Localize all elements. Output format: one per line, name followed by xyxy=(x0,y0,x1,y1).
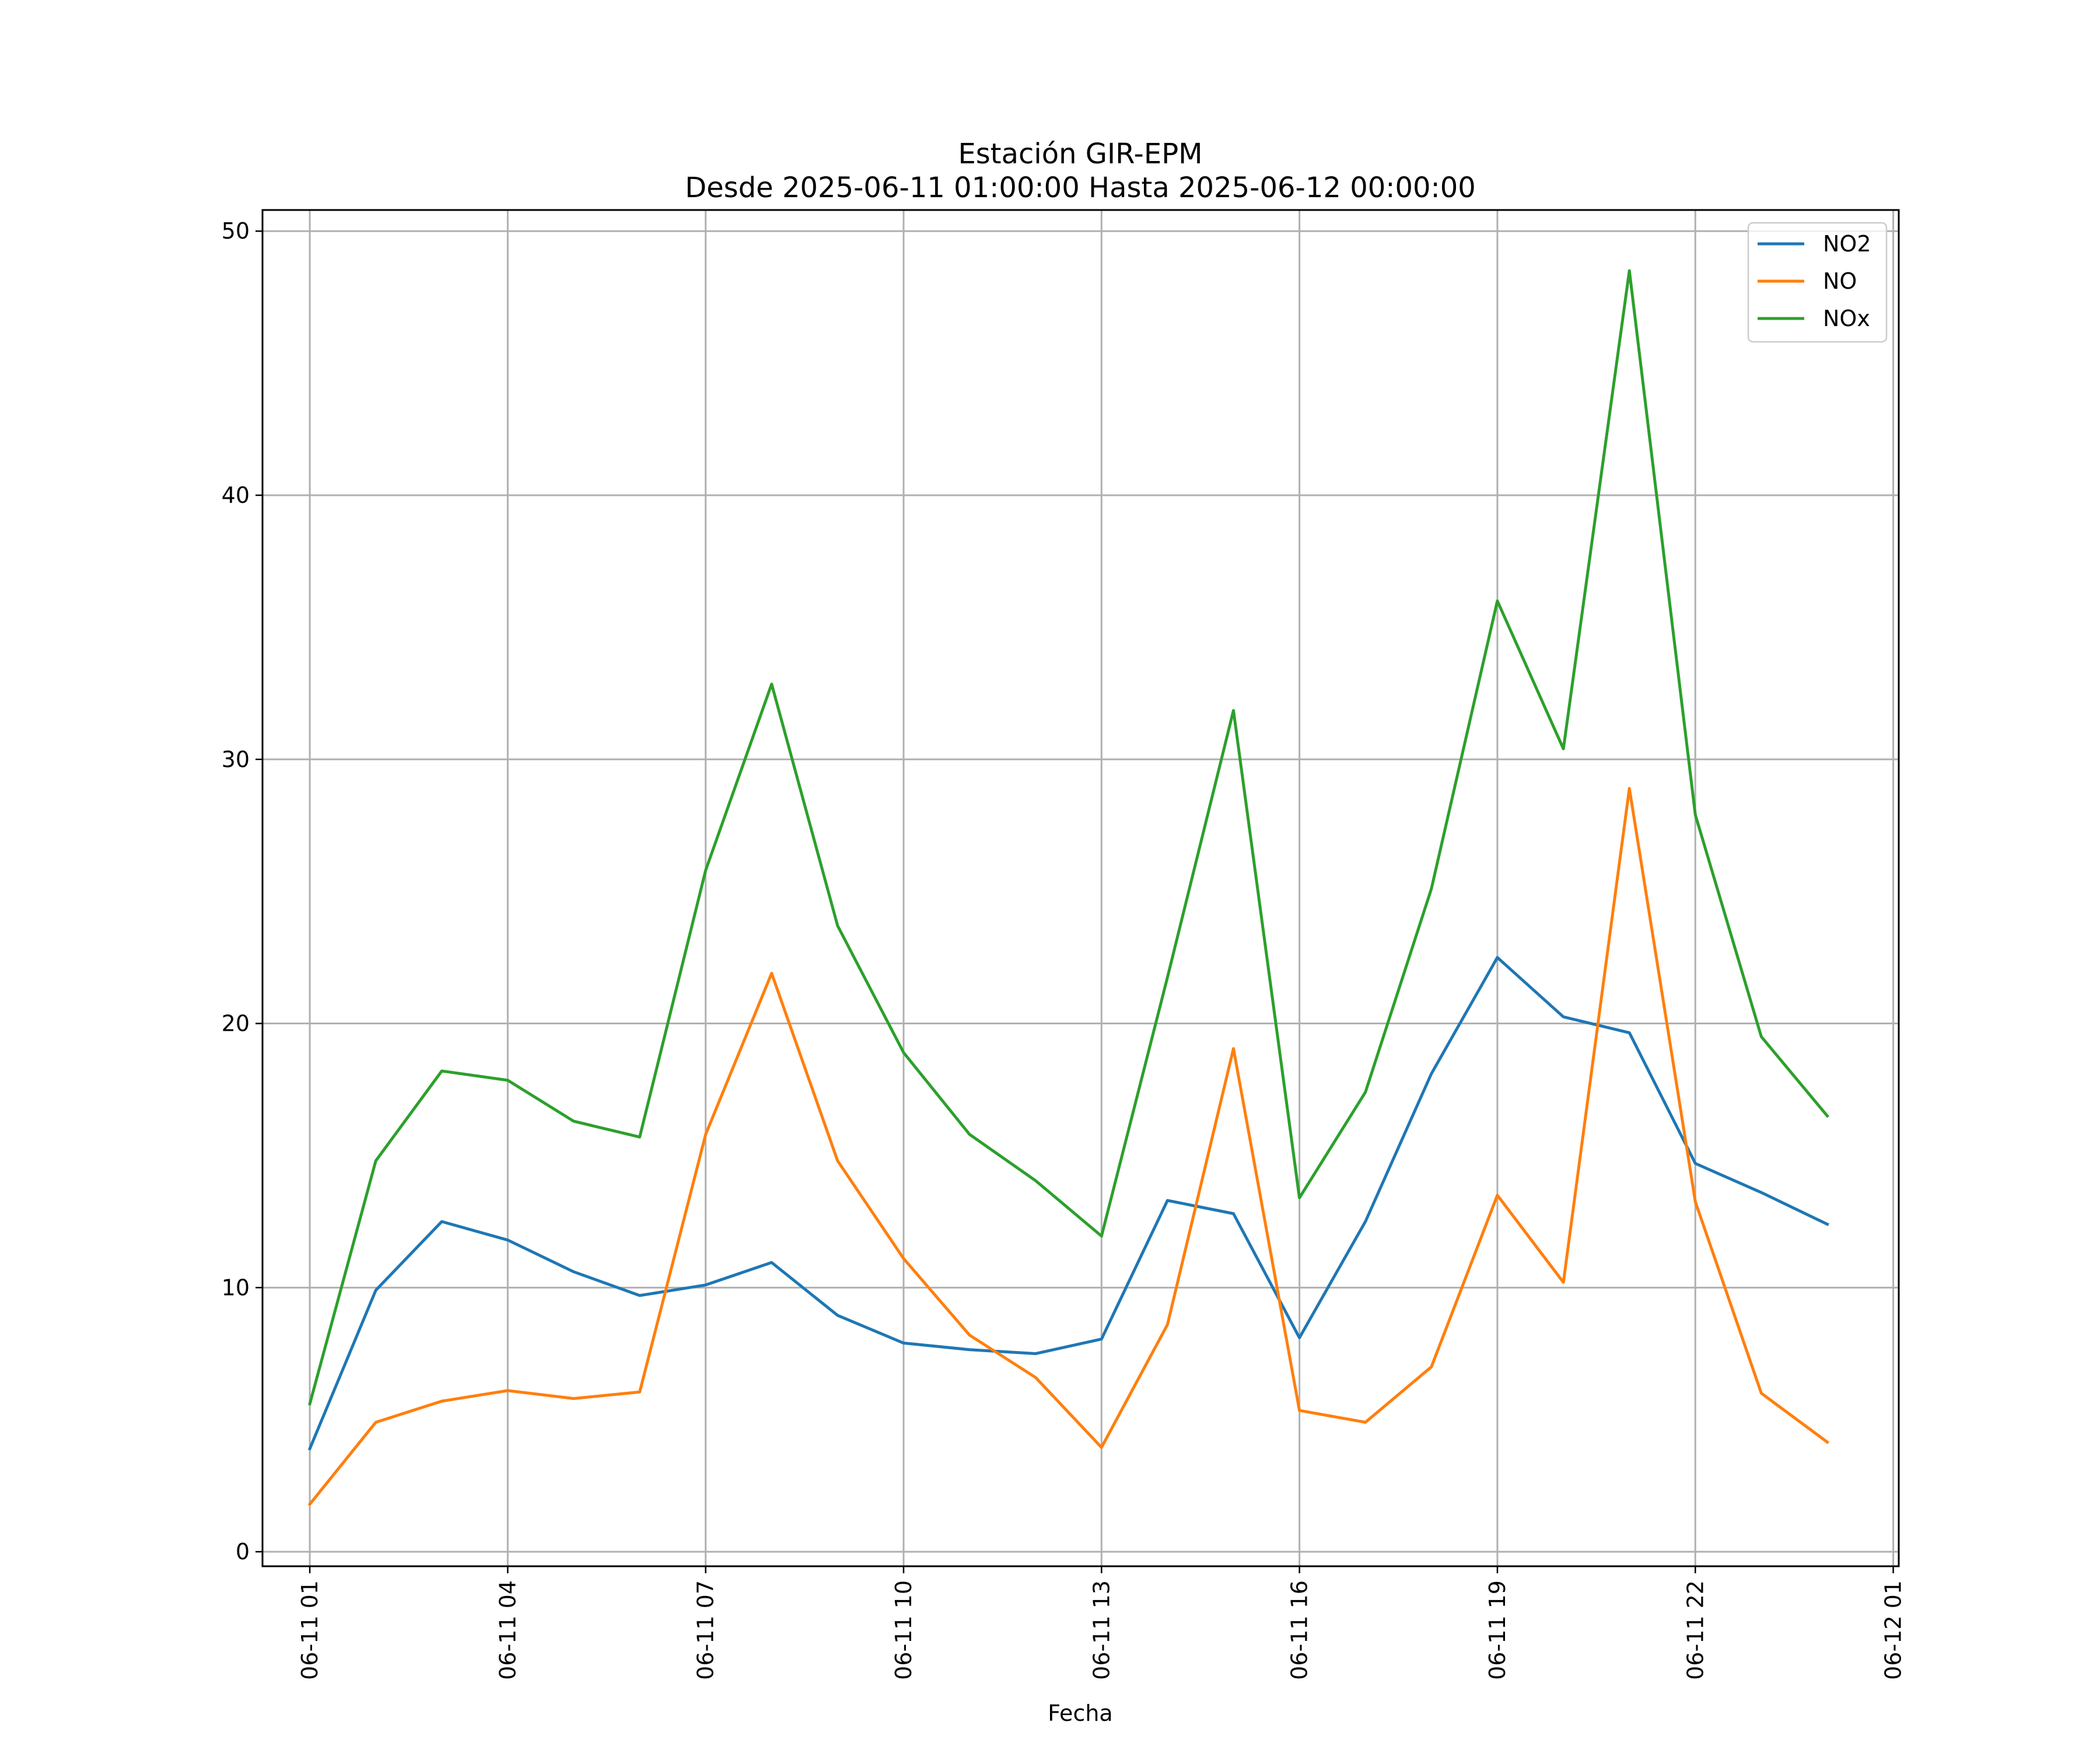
y-tick-label: 50 xyxy=(222,218,250,244)
legend-label-no: NO xyxy=(1823,268,1857,294)
chart-title: Estación GIR-EPM xyxy=(958,138,1202,170)
x-axis-label: Fecha xyxy=(1048,1700,1112,1726)
axis-ticks: 0 10 20 30 40 50 06-11 01 06-11 04 06-11 07 06-11… xyxy=(222,218,1906,1680)
x-tick-label: 06-11 22 xyxy=(1682,1580,1708,1680)
y-tick-label: 10 xyxy=(222,1275,250,1300)
x-tick-label: 06-12 01 xyxy=(1881,1580,1906,1680)
y-tick-label: 0 xyxy=(236,1539,250,1564)
x-tick-label: 06-11 01 xyxy=(297,1580,323,1680)
series-line-no xyxy=(307,787,1829,1507)
y-tick-label: 30 xyxy=(222,747,250,772)
x-tick-label: 06-11 04 xyxy=(495,1580,520,1680)
x-tick-label: 06-11 13 xyxy=(1088,1580,1114,1680)
x-tick-label: 06-11 16 xyxy=(1287,1580,1312,1680)
plot-frame xyxy=(261,209,1900,1567)
series-lines xyxy=(307,269,1830,1507)
legend-box xyxy=(1747,222,1888,343)
chart-subtitle: Desde 2025-06-11 01:00:00 Hasta 2025-06-… xyxy=(685,172,1476,204)
y-tick-label: 40 xyxy=(222,482,250,508)
series-line-no2 xyxy=(307,956,1829,1451)
legend: NO2 NO NOx xyxy=(1747,222,1888,343)
x-tick-label: 06-11 07 xyxy=(693,1580,719,1680)
series-line-nox xyxy=(308,269,1830,1406)
y-tick-label: 20 xyxy=(222,1011,250,1037)
legend-label-nox: NOx xyxy=(1823,306,1870,331)
x-tick-label: 06-11 19 xyxy=(1485,1580,1510,1680)
legend-label-no2: NO2 xyxy=(1823,231,1871,257)
x-tick-label: 06-11 10 xyxy=(891,1580,916,1680)
